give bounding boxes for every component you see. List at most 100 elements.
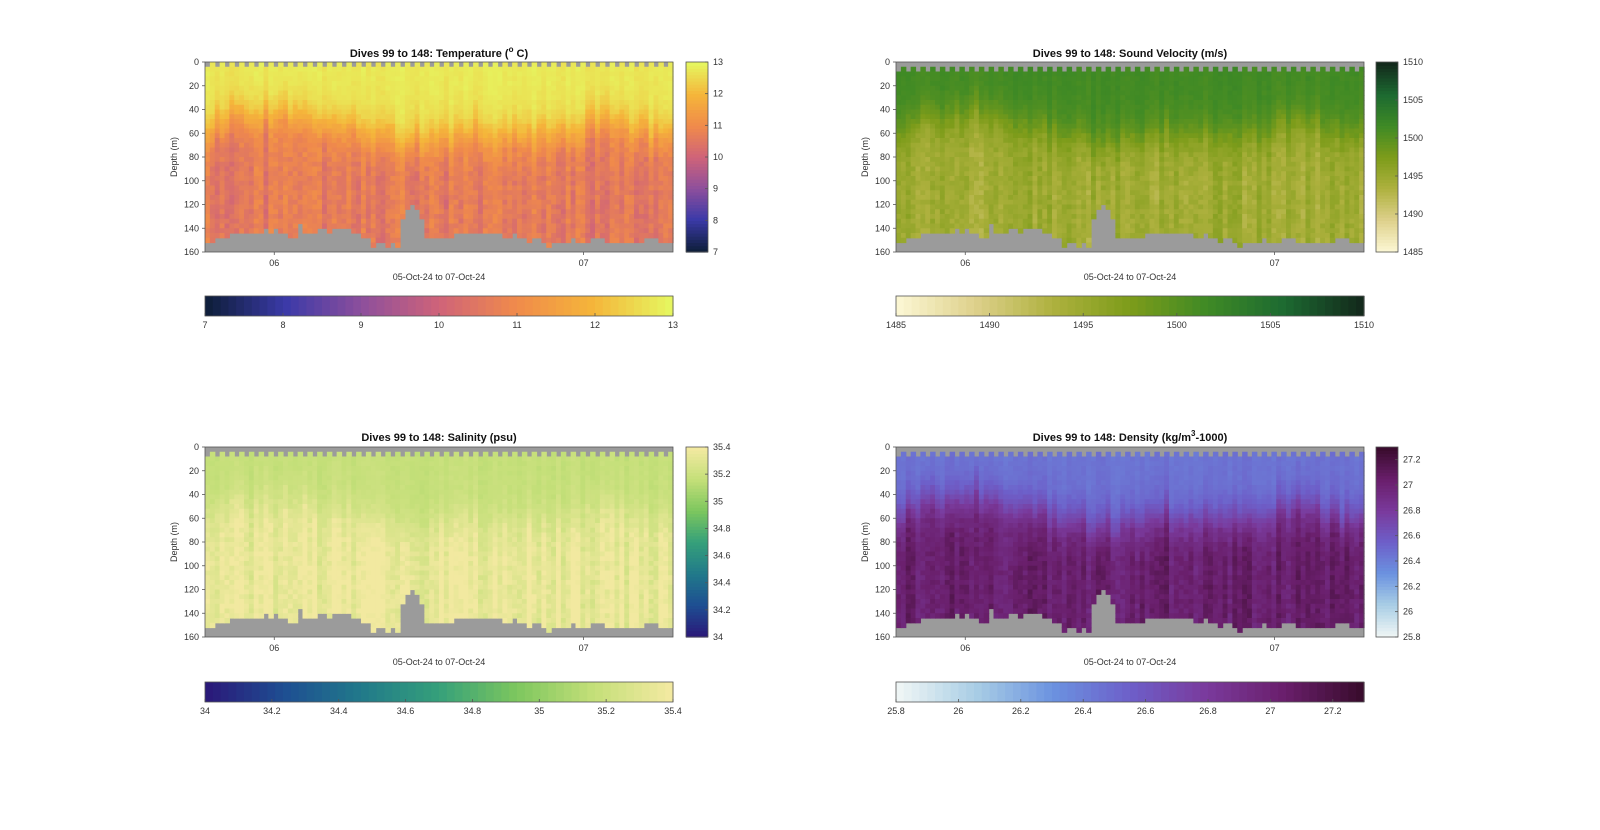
heatmap-cell <box>531 228 538 234</box>
heatmap-cell <box>365 228 372 234</box>
heatmap-cell <box>585 66 591 73</box>
heatmap-cell <box>404 71 411 77</box>
heatmap-cell <box>439 214 445 220</box>
heatmap-cell <box>526 218 533 225</box>
heatmap-cell <box>312 133 318 139</box>
heatmap-cell <box>1037 95 1043 101</box>
heatmap-cell <box>434 204 440 210</box>
heatmap-cell <box>1076 176 1082 182</box>
heatmap-cell <box>643 85 650 92</box>
heatmap-cell <box>248 204 255 210</box>
heatmap-cell <box>414 100 421 106</box>
heatmap-cell <box>302 90 308 96</box>
heatmap-cell <box>1022 104 1029 111</box>
heatmap-cell <box>361 104 367 111</box>
heatmap-cell <box>1056 209 1063 215</box>
heatmap-cell <box>429 109 435 115</box>
heatmap-cell <box>546 138 552 144</box>
heatmap-cell <box>302 214 308 220</box>
heatmap-cell <box>1066 104 1073 111</box>
heatmap-cell <box>1003 190 1009 196</box>
heatmap-cell <box>434 214 440 220</box>
heatmap-cell <box>1047 123 1053 130</box>
heatmap-cell <box>521 109 528 115</box>
heatmap-cell <box>910 90 917 96</box>
heatmap-cell <box>521 152 528 158</box>
heatmap-cell <box>283 161 289 168</box>
heatmap-cell <box>595 109 601 115</box>
heatmap-cell <box>512 166 518 172</box>
heatmap-cell <box>930 95 936 101</box>
heatmap-cell <box>1008 190 1014 196</box>
heatmap-cell <box>424 161 430 168</box>
heatmap-cell <box>915 195 921 201</box>
heatmap-cell <box>1037 119 1043 125</box>
heatmap-cell <box>1052 119 1058 125</box>
heatmap-cell <box>385 138 391 144</box>
heatmap-cell <box>978 142 985 149</box>
heatmap-cell <box>954 142 960 149</box>
heatmap-cell <box>248 157 255 163</box>
heatmap-cell <box>993 71 999 77</box>
heatmap-cell <box>268 190 274 196</box>
y-tick-label: 40 <box>189 105 199 115</box>
heatmap-cell <box>910 190 917 196</box>
heatmap-cell <box>663 233 669 239</box>
heatmap-cell <box>517 119 523 125</box>
heatmap-cell <box>341 171 347 177</box>
heatmap-cell <box>278 152 284 158</box>
heatmap-cell <box>404 176 411 182</box>
heatmap-cell <box>385 190 391 196</box>
heatmap-cell <box>414 85 421 92</box>
heatmap-cell <box>954 71 960 77</box>
heatmap-cell <box>900 128 907 134</box>
heatmap-cell <box>521 180 528 187</box>
heatmap-cell <box>614 90 620 96</box>
heatmap-cell <box>209 214 216 220</box>
heatmap-cell <box>361 166 367 172</box>
heatmap-cell <box>1047 71 1053 77</box>
heatmap-cell <box>258 62 265 68</box>
heatmap-cell <box>244 138 250 144</box>
heatmap-cell <box>429 138 435 144</box>
heatmap-cell <box>1056 114 1063 120</box>
heatmap-cell <box>492 128 499 134</box>
heatmap-cell <box>448 185 455 191</box>
heatmap-cell <box>1071 233 1077 239</box>
heatmap-cell <box>570 171 577 177</box>
heatmap-cell <box>653 209 659 215</box>
heatmap-cell <box>614 109 620 115</box>
heatmap-cell <box>395 204 401 210</box>
heatmap-cell <box>988 199 995 206</box>
heatmap-cell <box>361 76 367 82</box>
heatmap-cell <box>1013 223 1019 229</box>
heatmap-cell <box>224 228 230 234</box>
heatmap-cell <box>302 195 308 201</box>
heatmap-cell <box>983 185 990 191</box>
heatmap-cell <box>629 233 635 239</box>
heatmap-cell <box>1042 100 1048 106</box>
heatmap-cell <box>209 190 216 196</box>
heatmap-cell <box>497 190 503 196</box>
heatmap-cell <box>575 147 581 153</box>
heatmap-cell <box>925 71 931 77</box>
heatmap-cell <box>565 195 572 201</box>
heatmap-cell <box>658 157 664 163</box>
heatmap-cell <box>482 190 489 196</box>
heatmap-cell <box>541 109 547 115</box>
heatmap-cell <box>1066 138 1073 144</box>
heatmap-cell <box>993 185 999 191</box>
heatmap-cell <box>297 176 304 182</box>
heatmap-cell <box>925 171 931 177</box>
heatmap-cell <box>905 142 912 149</box>
heatmap-cell <box>1037 114 1043 120</box>
heatmap-cell <box>974 157 980 163</box>
heatmap-cell <box>478 133 484 139</box>
heatmap-cell <box>336 81 343 87</box>
heatmap-cell <box>448 204 455 210</box>
heatmap-cell <box>463 85 469 92</box>
heatmap-cell <box>234 71 240 77</box>
heatmap-cell <box>959 204 965 210</box>
heatmap-cell <box>939 66 946 73</box>
heatmap-cell <box>458 214 464 220</box>
